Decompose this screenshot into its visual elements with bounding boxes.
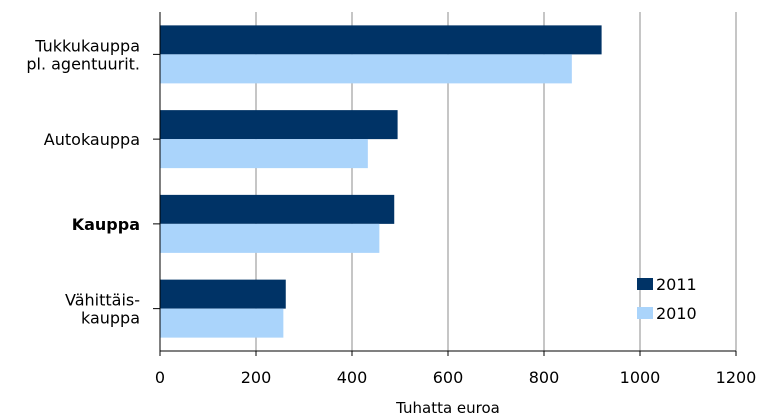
legend-swatch-2010 [637,307,653,319]
legend-swatch-2011 [637,278,653,290]
x-tick-label: 1200 [716,368,757,387]
legend-label: 2011 [656,275,697,294]
bar-2010-2 [160,223,380,253]
category-label: kauppa [81,309,140,328]
bars [160,25,602,338]
category-label: pl. agentuurit. [26,54,140,73]
category-label: Vähittäis- [65,291,140,310]
category-label: Kauppa [72,215,140,234]
bar-2010-3 [160,308,284,338]
bar-2011-2 [160,194,395,224]
bar-2010-0 [160,54,572,84]
category-label: Autokauppa [44,130,140,149]
x-tick-label: 400 [337,368,368,387]
legend-label: 2010 [656,304,697,323]
x-tick-label: 600 [433,368,464,387]
x-tick-label: 1000 [620,368,661,387]
bar-2010-1 [160,139,368,169]
x-axis-title: Tuhatta euroa [395,399,500,417]
bar-2011-0 [160,25,602,55]
legend: 2011 2010 [637,275,697,323]
bar-2011-1 [160,110,398,140]
x-tick-labels: 0 200 400 600 800 1000 1200 [155,351,756,387]
category-label: Tukkukauppa [34,36,140,55]
x-tick-label: 200 [241,368,272,387]
bar-2011-3 [160,279,286,309]
x-tick-label: 0 [155,368,165,387]
x-tick-label: 800 [529,368,560,387]
